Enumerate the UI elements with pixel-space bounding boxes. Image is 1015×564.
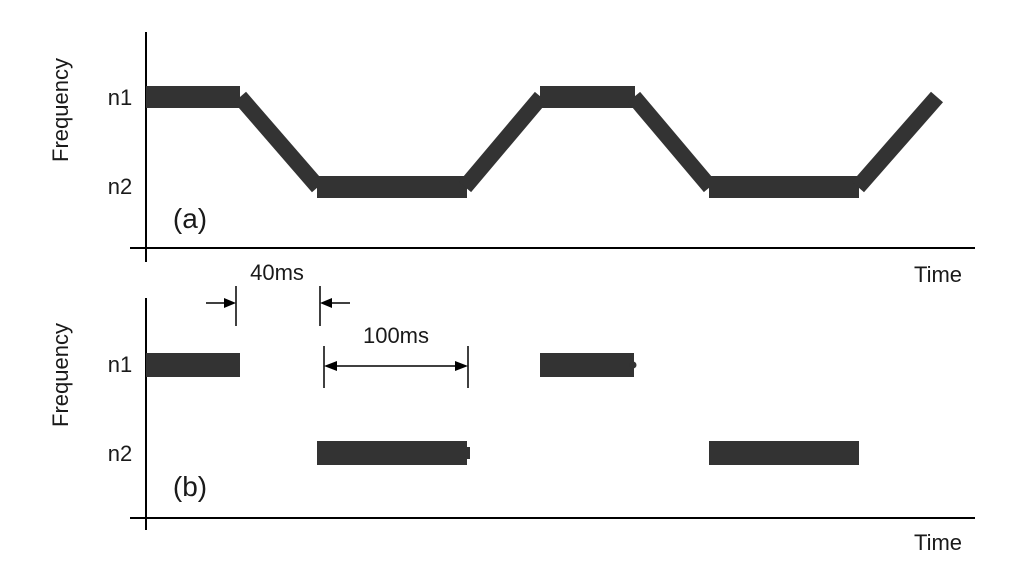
panel-b-burst-end-nub [629, 361, 637, 369]
panel-a-ramp-down [233, 91, 325, 193]
gap-left-arrowhead [224, 298, 236, 308]
panel-a-tag: (a) [173, 203, 207, 234]
panel-b-n1-burst [540, 353, 634, 377]
panel-a-ramp-up [851, 91, 944, 193]
duration-100ms-annotation: 100ms [323, 323, 469, 388]
panel-a-n1-segment [540, 86, 635, 108]
panel-b-n1-label: n1 [108, 352, 132, 377]
panel-a-n2-segment [317, 176, 467, 198]
panel-b-tag: (b) [173, 471, 207, 502]
gap-40ms-label: 40ms [250, 260, 304, 285]
panel-b-y-axis-label: Frequency [48, 323, 73, 427]
panel-b: Frequency Time n1 n2 (b) [48, 298, 975, 555]
panel-b-n1-burst [146, 353, 240, 377]
duration-left-arrowhead [324, 361, 337, 371]
panel-a-n1-segment [146, 86, 240, 108]
panel-a-ramp-up [458, 91, 548, 193]
panel-a: Frequency Time n1 n2 (a) [48, 32, 975, 287]
panel-a-y-axis-label: Frequency [48, 58, 73, 162]
panel-b-burst-end-nub [465, 447, 470, 459]
duration-100ms-label: 100ms [363, 323, 429, 348]
gap-40ms-annotation: 40ms [206, 260, 350, 326]
panel-a-ramp-down [627, 91, 717, 193]
panel-b-n2-label: n2 [108, 441, 132, 466]
duration-right-arrowhead [455, 361, 468, 371]
panel-b-x-axis-label: Time [914, 530, 962, 555]
panel-b-n2-burst [709, 441, 859, 465]
panel-a-n2-label: n2 [108, 174, 132, 199]
panel-b-n2-burst [317, 441, 467, 465]
panel-a-n2-segment [709, 176, 859, 198]
gap-right-arrowhead [320, 298, 332, 308]
panel-a-x-axis-label: Time [914, 262, 962, 287]
panel-a-n1-label: n1 [108, 85, 132, 110]
